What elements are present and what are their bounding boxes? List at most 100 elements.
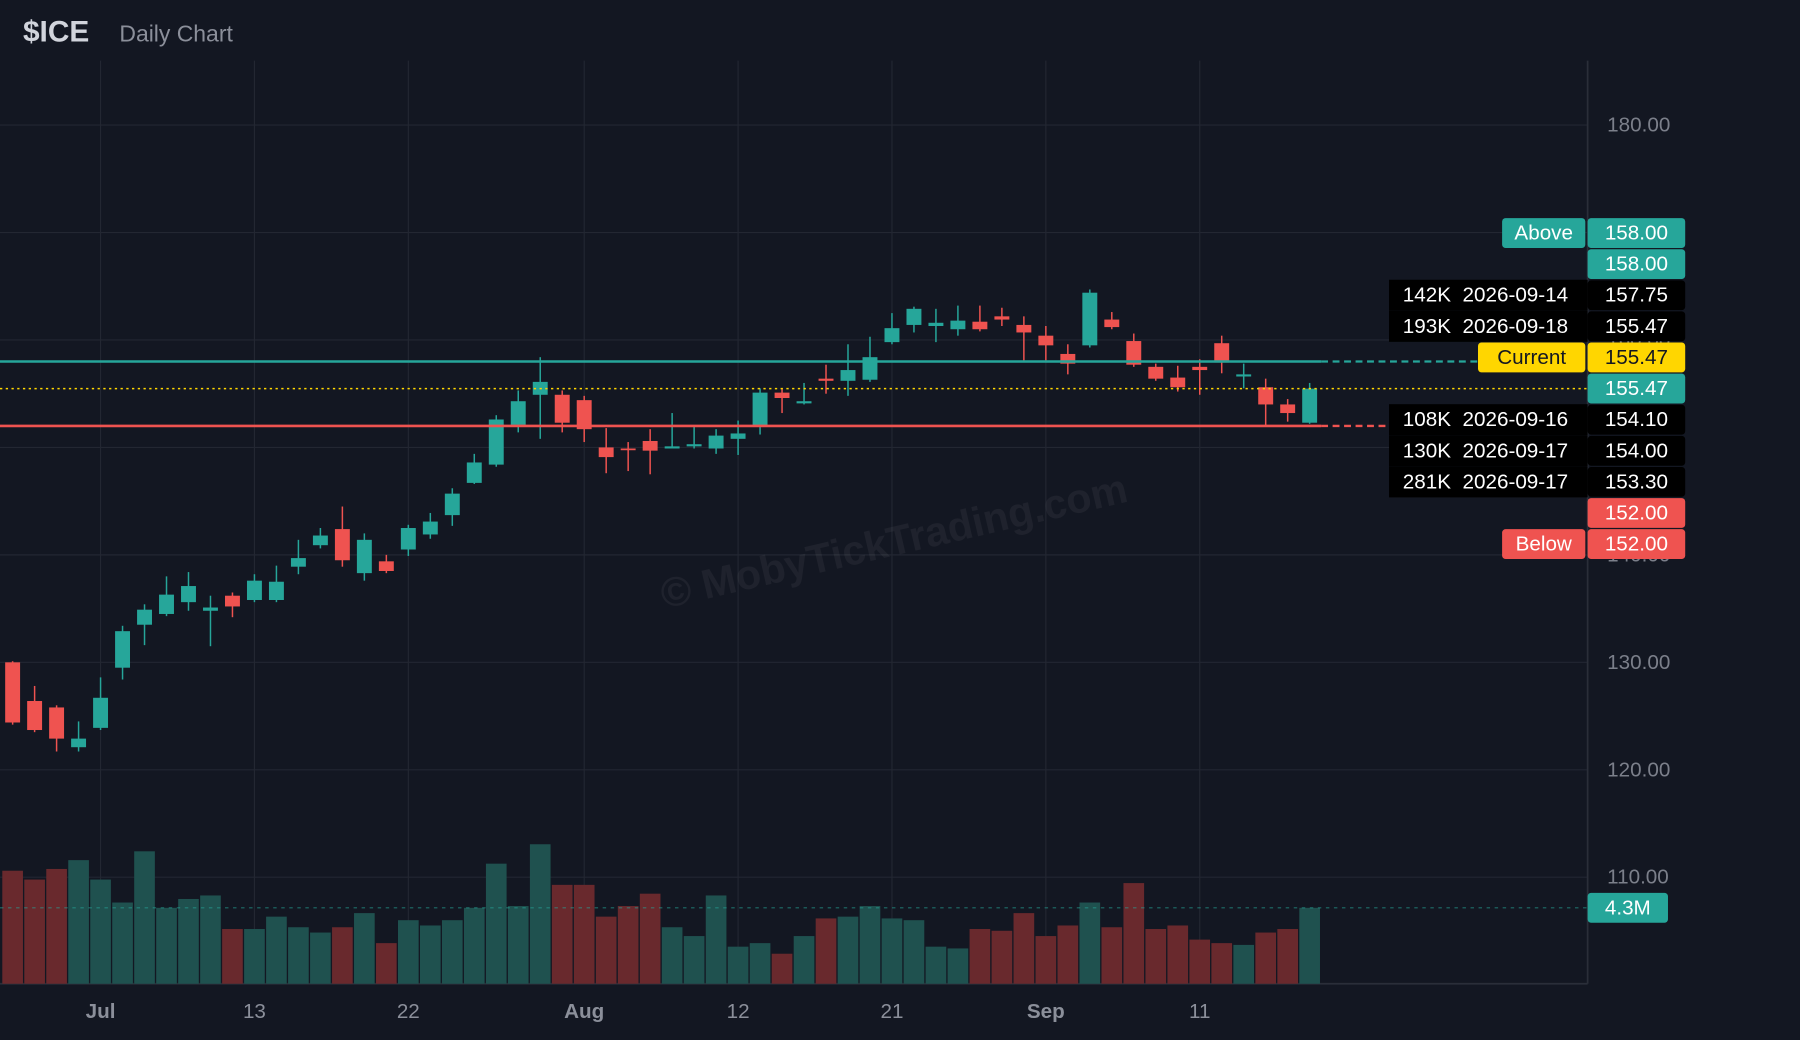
- candle-body: [1302, 388, 1318, 423]
- candle-body: [994, 316, 1010, 320]
- candle-body: [708, 435, 724, 449]
- volume-bar: [46, 868, 67, 984]
- volume-bar: [1123, 883, 1145, 984]
- volume-bar: [991, 930, 1013, 984]
- candle-body: [400, 528, 416, 550]
- order-size: 108K: [1403, 408, 1451, 431]
- price-tag-label: 152.00: [1605, 533, 1668, 556]
- volume-bar: [573, 884, 595, 984]
- volume-bar: [90, 879, 111, 984]
- volume-bar: [1101, 927, 1123, 984]
- candle-body: [928, 322, 944, 327]
- price-tag: [1587, 249, 1686, 280]
- price-tags: 4.3M Above 158.00 158.00 142K 2026-09-14 157.7…: [1389, 218, 1686, 923]
- price-tag-label: 155.47: [1605, 377, 1668, 400]
- volume-bar: [200, 895, 221, 984]
- candle-body: [884, 328, 900, 343]
- candle-body: [203, 607, 218, 611]
- candle-body: [444, 493, 460, 516]
- candle-body: [1126, 341, 1142, 365]
- candle-body: [730, 433, 746, 439]
- candle-body: [312, 535, 328, 546]
- volume-bar: [947, 948, 969, 984]
- order-date: 2026-09-16: [1463, 408, 1569, 431]
- volume-bar: [705, 895, 727, 984]
- volume-bar: [683, 936, 705, 984]
- candle-body: [1148, 366, 1164, 379]
- price-tag: [1587, 311, 1686, 342]
- candle-body: [1104, 319, 1120, 328]
- candle-body: [5, 662, 21, 723]
- candle-body: [181, 586, 196, 603]
- price-tag-label: 158.00: [1605, 253, 1668, 276]
- candle-body: [378, 561, 394, 571]
- volume-bar: [1035, 936, 1057, 984]
- order-date: 2026-09-17: [1463, 439, 1569, 462]
- volume-bar: [24, 879, 45, 984]
- candle-body: [752, 392, 768, 428]
- x-tick-label: 21: [880, 1000, 903, 1023]
- volume-bar: [1189, 939, 1211, 984]
- order-tag: [1389, 466, 1588, 498]
- volume-tag-label: 4.3M: [1605, 896, 1651, 919]
- volume-bar: [419, 925, 441, 984]
- candle-body: [27, 701, 43, 731]
- price-tag-label: 158.00: [1605, 222, 1668, 245]
- price-tag: [1587, 280, 1686, 311]
- candle-body: [906, 308, 922, 325]
- price-tag-label: 155.47: [1605, 346, 1668, 369]
- candle-body: [1258, 387, 1274, 405]
- volume-bar: [2, 870, 23, 984]
- volume-bar: [617, 906, 639, 984]
- volume-bar: [507, 906, 529, 984]
- volume-bar: [1277, 929, 1298, 984]
- volume-bar: [441, 920, 463, 984]
- volume-bar: [771, 953, 793, 984]
- candle-body: [1170, 377, 1186, 388]
- candle-body: [159, 594, 174, 614]
- level-name: Above: [1514, 222, 1573, 245]
- volume-bar: [1013, 913, 1035, 984]
- y-tick-label: 120.00: [1607, 758, 1670, 781]
- order-size: 281K: [1403, 470, 1451, 493]
- volume-bar: [925, 946, 947, 984]
- candle-body: [950, 320, 966, 330]
- candle-body: [422, 521, 438, 535]
- x-tick-label: 11: [1189, 1000, 1210, 1023]
- candle-body: [268, 581, 284, 601]
- candle-body: [598, 447, 614, 458]
- volume-bar: [1299, 907, 1320, 984]
- candle-body: [71, 738, 87, 748]
- price-tag-label: 152.00: [1605, 501, 1668, 524]
- price-tag-label: 154.10: [1605, 408, 1668, 431]
- volume-bar: [68, 860, 89, 984]
- volume-bar: [661, 927, 683, 984]
- volume-bar: [332, 927, 353, 984]
- volume-bar: [859, 906, 881, 984]
- volume-bar: [1079, 902, 1101, 984]
- x-tick-label: 13: [243, 1000, 266, 1023]
- candle-body: [818, 378, 834, 381]
- candle-body: [620, 448, 636, 451]
- price-tag-label: 153.30: [1605, 470, 1668, 493]
- level-name: Below: [1516, 533, 1572, 556]
- candle-body: [334, 529, 350, 561]
- candle-body: [1192, 366, 1208, 371]
- price-tag: [1587, 218, 1686, 248]
- candle-body: [1082, 292, 1098, 346]
- volume-bar: [1233, 944, 1255, 984]
- volume-bar: [485, 863, 507, 984]
- candle-body: [1236, 374, 1252, 377]
- volume-bar: [969, 929, 991, 984]
- volume-bar: [288, 927, 309, 984]
- candle-body: [1280, 404, 1296, 414]
- candle-body: [1060, 353, 1076, 364]
- candle-body: [225, 595, 240, 607]
- volume-bar: [397, 920, 419, 984]
- x-tick-label: Jul: [86, 1000, 116, 1023]
- candle-body: [972, 321, 988, 330]
- volume-bar: [354, 913, 375, 984]
- candle-body: [1016, 324, 1032, 333]
- volume-bar: [222, 929, 243, 984]
